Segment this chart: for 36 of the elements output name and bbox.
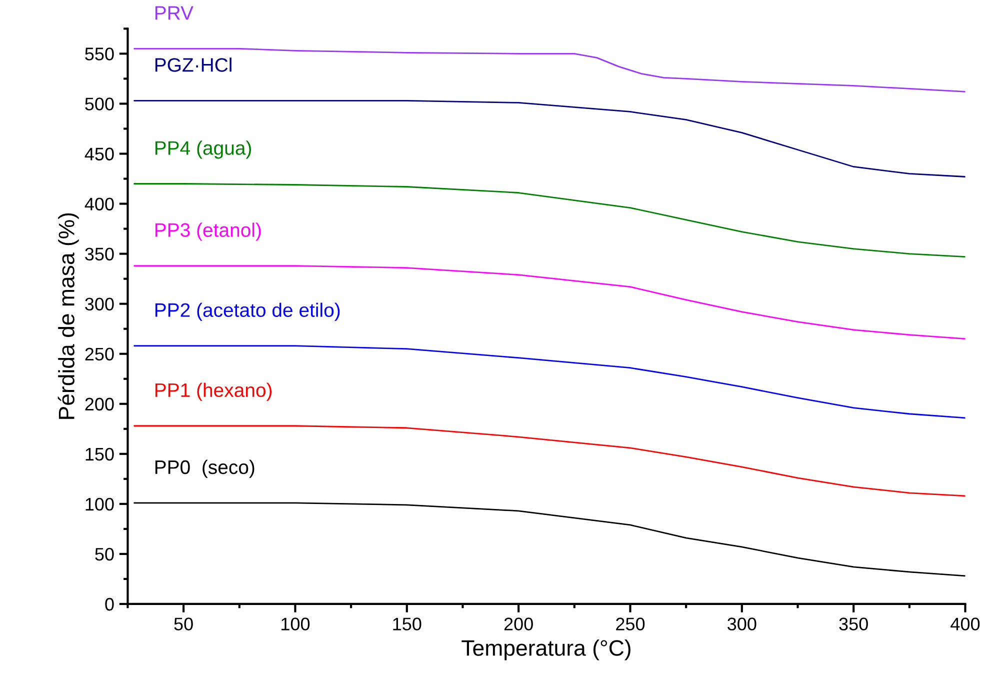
x-tick-label: 400 bbox=[950, 618, 980, 630]
line-series bbox=[134, 425, 966, 497]
x-tick-label: 200 bbox=[504, 618, 533, 630]
x-axis-title: Temperatura (°C) bbox=[462, 640, 630, 660]
series-label: PRV bbox=[155, 6, 194, 20]
line-series bbox=[134, 265, 966, 340]
series-label: PGZ·HCl bbox=[155, 58, 232, 72]
x-tick-label: 50 bbox=[174, 618, 193, 630]
line-series bbox=[134, 48, 966, 92]
series-label: PP4 (agua) bbox=[155, 140, 252, 159]
line-series bbox=[134, 183, 966, 258]
x-tick-label: 150 bbox=[393, 618, 422, 630]
y-tick-label: 350 bbox=[85, 248, 114, 261]
series-label: PP1 (hexano) bbox=[155, 382, 272, 401]
y-tick-label: 500 bbox=[85, 98, 114, 110]
line-series bbox=[134, 100, 966, 178]
x-tick-label: 100 bbox=[282, 618, 310, 630]
y-tick-label: 150 bbox=[86, 448, 114, 461]
y-tick-label: 450 bbox=[84, 148, 114, 160]
y-tick-label: 100 bbox=[86, 498, 114, 511]
series-label: PP3 (etanol) bbox=[155, 222, 261, 241]
x-tick-label: 350 bbox=[839, 618, 868, 630]
y-axis-title: Pérdida de masa (%) bbox=[58, 213, 79, 419]
line-series bbox=[134, 345, 966, 419]
series-label: PP0 (seco) bbox=[155, 460, 254, 478]
y-tick-label: 0 bbox=[105, 598, 114, 611]
y-tick-label: 50 bbox=[95, 548, 114, 561]
y-tick-label: 400 bbox=[84, 198, 114, 210]
series-label: PP2 (acetato de etilo) bbox=[155, 302, 340, 321]
y-tick-label: 550 bbox=[85, 48, 114, 60]
y-tick-label: 200 bbox=[85, 398, 114, 411]
y-tick-label: 300 bbox=[85, 298, 114, 311]
y-tick-label: 250 bbox=[85, 348, 114, 361]
x-tick-label: 300 bbox=[728, 618, 756, 630]
x-tick-label: 250 bbox=[616, 618, 645, 630]
line-series bbox=[134, 502, 966, 577]
